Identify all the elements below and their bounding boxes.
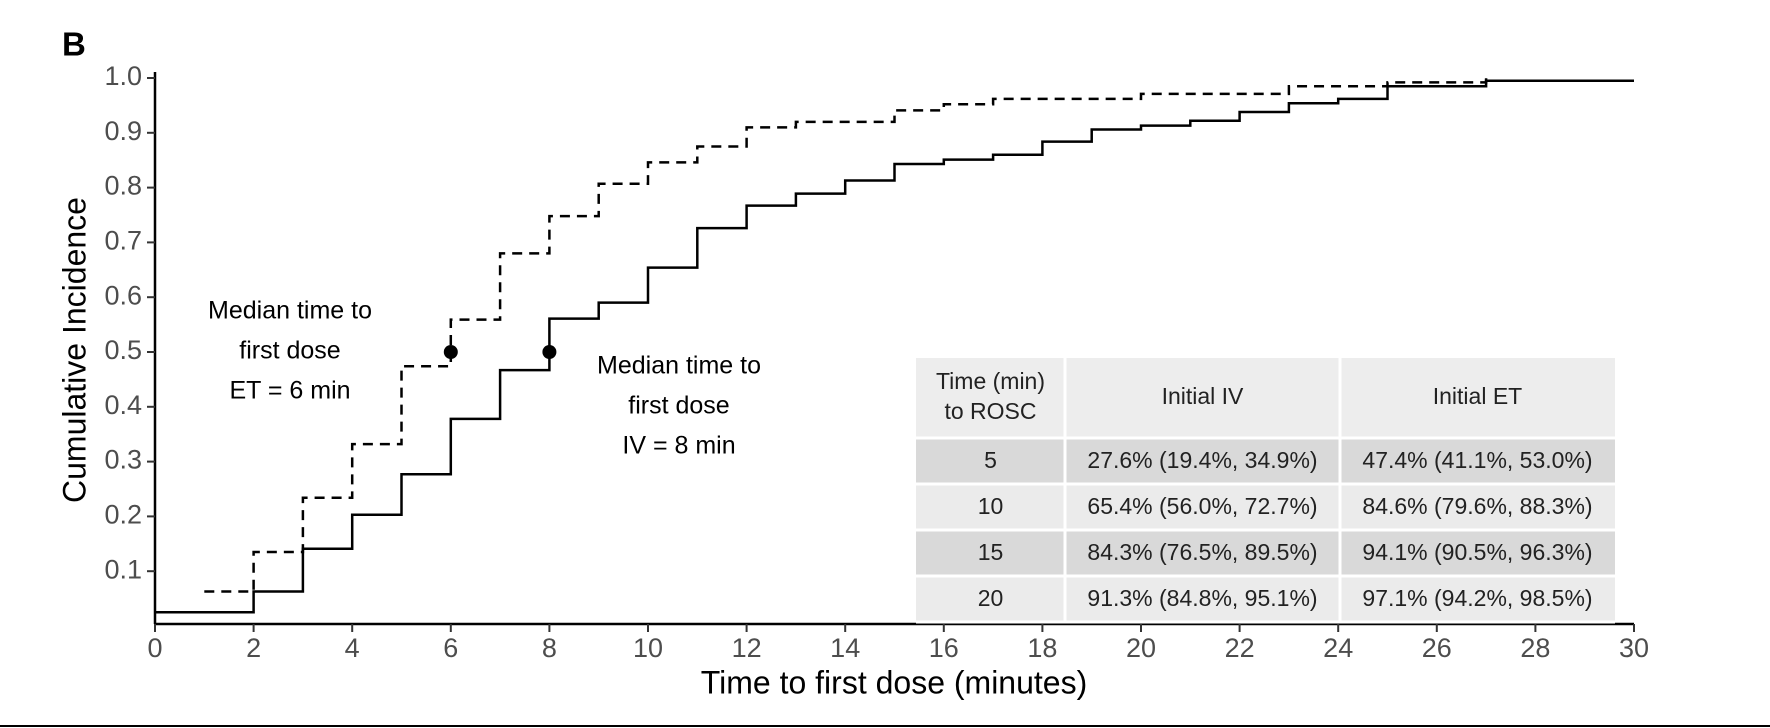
table-cell: 97.1% (94.2%, 98.5%) <box>1362 585 1592 611</box>
y-tick-label: 0.1 <box>104 554 142 584</box>
x-tick-label: 16 <box>929 633 959 663</box>
x-tick-label: 24 <box>1323 633 1353 663</box>
annotation: Median time to <box>597 352 761 380</box>
x-tick-label: 2 <box>246 633 261 663</box>
table-header: to ROSC <box>944 398 1036 424</box>
x-tick-label: 0 <box>147 633 162 663</box>
annotation: first dose <box>239 337 340 365</box>
y-tick-label: 0.6 <box>104 280 142 310</box>
annotation: Median time to <box>208 297 372 325</box>
table-row-bg <box>916 438 1615 484</box>
x-tick-label: 14 <box>830 633 860 663</box>
x-tick-label: 20 <box>1126 633 1156 663</box>
x-tick-label: 28 <box>1520 633 1550 663</box>
table-cell: 91.3% (84.8%, 95.1%) <box>1087 585 1317 611</box>
table-cell: 5 <box>984 447 997 473</box>
table-cell: 20 <box>978 585 1004 611</box>
median-point <box>542 345 557 359</box>
x-tick-label: 18 <box>1027 633 1057 663</box>
x-tick-label: 10 <box>633 633 663 663</box>
y-tick-label: 0.7 <box>104 226 142 256</box>
x-tick-label: 12 <box>732 633 762 663</box>
table-cell: 84.3% (76.5%, 89.5%) <box>1087 539 1317 565</box>
y-tick-label: 0.5 <box>104 335 142 365</box>
table-row-bg <box>916 576 1615 622</box>
table-row-bg <box>916 530 1615 576</box>
step-line <box>155 79 1634 614</box>
x-tick-label: 6 <box>443 633 458 663</box>
x-axis-title: Time to first dose (minutes) <box>701 664 1087 700</box>
table-cell: 84.6% (79.6%, 88.3%) <box>1362 493 1592 519</box>
median-point <box>443 345 458 359</box>
annotation: first dose <box>628 392 729 420</box>
table-row-bg <box>916 484 1615 530</box>
y-tick-label: 0.8 <box>104 171 142 201</box>
y-tick-label: 0.9 <box>104 116 142 146</box>
y-tick-label: 1.0 <box>104 61 142 91</box>
table-header-bg <box>916 358 1615 438</box>
table-cell: 47.4% (41.1%, 53.0%) <box>1362 447 1592 473</box>
annotation: ET = 6 min <box>229 377 350 405</box>
y-tick-label: 0.2 <box>104 500 142 530</box>
panel-label: B <box>62 26 86 63</box>
table-cell: 65.4% (56.0%, 72.7%) <box>1087 493 1317 519</box>
table-header: Initial ET <box>1433 383 1522 409</box>
y-axis-title: Cumulative Incidence <box>56 197 92 503</box>
table-header: Initial IV <box>1162 383 1244 409</box>
table-cell: 15 <box>978 539 1004 565</box>
y-tick-label: 0.3 <box>104 445 142 475</box>
table-cell: 27.6% (19.4%, 34.9%) <box>1087 447 1317 473</box>
table-header: Time (min) <box>936 368 1045 394</box>
x-tick-label: 4 <box>345 633 360 663</box>
table-cell: 10 <box>978 493 1004 519</box>
step-line <box>204 78 1488 593</box>
y-tick-label: 0.4 <box>104 390 142 420</box>
x-tick-label: 30 <box>1619 633 1649 663</box>
table-cell: 94.1% (90.5%, 96.3%) <box>1362 539 1592 565</box>
annotation: IV = 8 min <box>622 432 735 460</box>
x-tick-label: 8 <box>542 633 557 663</box>
x-tick-label: 26 <box>1422 633 1452 663</box>
x-tick-label: 22 <box>1225 633 1255 663</box>
